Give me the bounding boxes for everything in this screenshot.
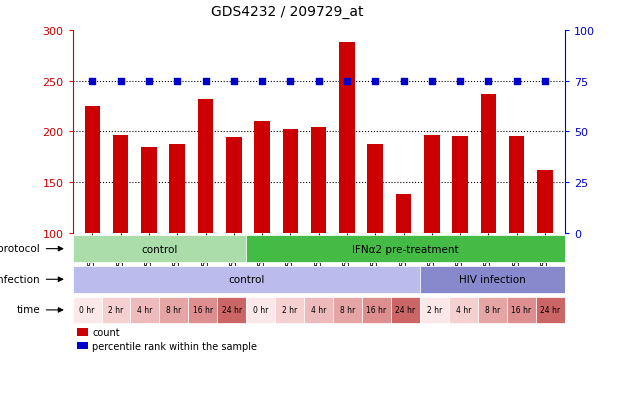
Text: 16 hr: 16 hr bbox=[193, 306, 213, 315]
Bar bbox=[509, 136, 524, 233]
Point bbox=[87, 78, 97, 85]
Text: 4 hr: 4 hr bbox=[456, 306, 471, 315]
Text: 24 hr: 24 hr bbox=[540, 306, 560, 315]
Bar bbox=[449, 297, 478, 323]
Point bbox=[370, 78, 380, 85]
Text: control: control bbox=[141, 244, 177, 254]
Bar bbox=[78, 329, 88, 336]
Text: control: control bbox=[228, 275, 264, 285]
Bar bbox=[189, 297, 217, 323]
Point bbox=[540, 78, 550, 85]
Point bbox=[483, 78, 493, 85]
Bar bbox=[198, 100, 213, 233]
Bar bbox=[339, 43, 355, 233]
Bar bbox=[396, 195, 411, 233]
Text: 24 hr: 24 hr bbox=[221, 306, 242, 315]
Bar bbox=[246, 297, 275, 323]
Point bbox=[314, 78, 324, 85]
Point bbox=[144, 78, 154, 85]
Text: 8 hr: 8 hr bbox=[340, 306, 355, 315]
Bar bbox=[367, 144, 383, 233]
Point bbox=[229, 78, 239, 85]
Text: 4 hr: 4 hr bbox=[138, 306, 153, 315]
Bar bbox=[391, 297, 420, 323]
Bar bbox=[73, 236, 246, 262]
Text: percentile rank within the sample: percentile rank within the sample bbox=[92, 341, 257, 351]
Point bbox=[427, 78, 437, 85]
Text: count: count bbox=[92, 327, 120, 337]
Text: 0 hr: 0 hr bbox=[80, 306, 95, 315]
Text: HIV infection: HIV infection bbox=[459, 275, 526, 285]
Bar bbox=[424, 135, 440, 233]
Bar bbox=[246, 236, 565, 262]
Point bbox=[201, 78, 211, 85]
Point bbox=[285, 78, 295, 85]
Text: infection: infection bbox=[0, 274, 40, 284]
Point bbox=[455, 78, 465, 85]
Bar bbox=[141, 147, 156, 233]
Bar bbox=[362, 297, 391, 323]
Bar bbox=[420, 297, 449, 323]
Bar bbox=[73, 266, 420, 293]
Bar bbox=[102, 297, 131, 323]
Bar bbox=[217, 297, 246, 323]
Point bbox=[342, 78, 352, 85]
Bar bbox=[478, 297, 507, 323]
Text: protocol: protocol bbox=[0, 243, 40, 254]
Point bbox=[512, 78, 522, 85]
Bar bbox=[131, 297, 160, 323]
Text: 0 hr: 0 hr bbox=[253, 306, 268, 315]
Bar bbox=[113, 135, 129, 233]
Text: 8 hr: 8 hr bbox=[485, 306, 500, 315]
Bar bbox=[481, 95, 496, 233]
Text: 16 hr: 16 hr bbox=[511, 306, 531, 315]
Point bbox=[257, 78, 267, 85]
Text: IFNα2 pre-treatment: IFNα2 pre-treatment bbox=[352, 244, 459, 254]
Bar bbox=[170, 144, 185, 233]
Text: time: time bbox=[16, 304, 40, 315]
Text: 8 hr: 8 hr bbox=[167, 306, 182, 315]
Text: 2 hr: 2 hr bbox=[282, 306, 297, 315]
Bar bbox=[536, 297, 565, 323]
Text: 16 hr: 16 hr bbox=[367, 306, 387, 315]
Bar bbox=[160, 297, 189, 323]
Bar bbox=[452, 136, 468, 233]
Text: GDS4232 / 209729_at: GDS4232 / 209729_at bbox=[211, 5, 363, 19]
Point bbox=[398, 78, 408, 85]
Bar bbox=[73, 297, 102, 323]
Bar bbox=[275, 297, 304, 323]
Bar bbox=[507, 297, 536, 323]
Bar bbox=[283, 130, 298, 233]
Bar bbox=[226, 137, 242, 233]
Bar bbox=[537, 171, 553, 233]
Bar bbox=[85, 107, 100, 233]
Point bbox=[115, 78, 126, 85]
Bar bbox=[78, 342, 88, 349]
Bar bbox=[304, 297, 333, 323]
Text: 24 hr: 24 hr bbox=[396, 306, 416, 315]
Bar bbox=[311, 128, 326, 233]
Text: 4 hr: 4 hr bbox=[311, 306, 326, 315]
Bar bbox=[254, 122, 270, 233]
Bar bbox=[333, 297, 362, 323]
Text: 2 hr: 2 hr bbox=[109, 306, 124, 315]
Bar bbox=[420, 266, 565, 293]
Point bbox=[172, 78, 182, 85]
Text: 2 hr: 2 hr bbox=[427, 306, 442, 315]
